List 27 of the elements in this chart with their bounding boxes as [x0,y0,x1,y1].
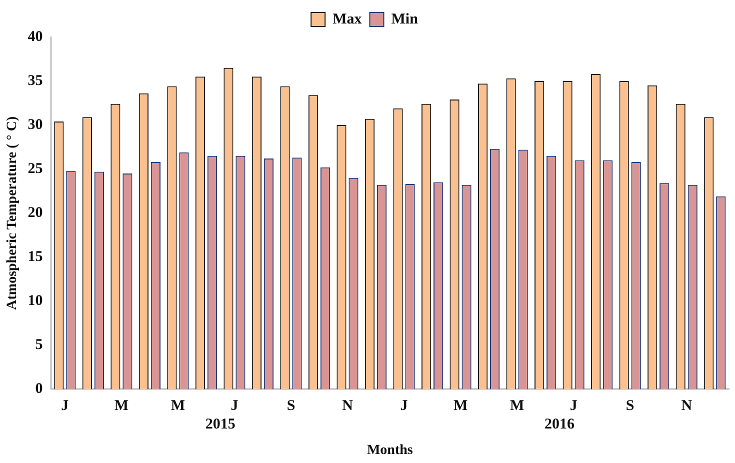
x-tick-label: N [681,398,692,414]
y-tick-label: 15 [28,249,43,265]
x-tick-label: M [453,398,468,414]
x-tick-label: M [114,398,129,414]
x-axis-title: Months [366,443,414,458]
y-tick-label: 40 [28,28,43,45]
x-tick-label: M [510,398,524,414]
y-tick-label: 25 [28,160,43,177]
x-tick-label: J [230,398,239,414]
y-tick-label: 30 [28,116,43,133]
y-tick-label: 5 [35,337,43,354]
x-tick-label: S [286,398,296,414]
y-tick-label: 10 [28,293,43,310]
y-tick-label: 20 [28,204,43,221]
y-tick-label: 35 [28,72,43,89]
legend-label: Max [332,11,362,28]
text: 2015 [205,416,236,433]
text: 2016 [544,416,575,433]
x-tick-label: S [626,398,634,414]
x-tick-label: J [61,398,70,414]
x-tick-label: N [342,398,354,414]
y-tick-label: 0 [35,381,43,398]
y-axis-title: Atmospheric Temperature ( ° C) [5,116,20,310]
x-tick-label: M [170,398,186,414]
x-tick-label: J [570,398,578,414]
legend-label: Min [391,11,419,28]
x-tick-label: J [400,398,408,414]
